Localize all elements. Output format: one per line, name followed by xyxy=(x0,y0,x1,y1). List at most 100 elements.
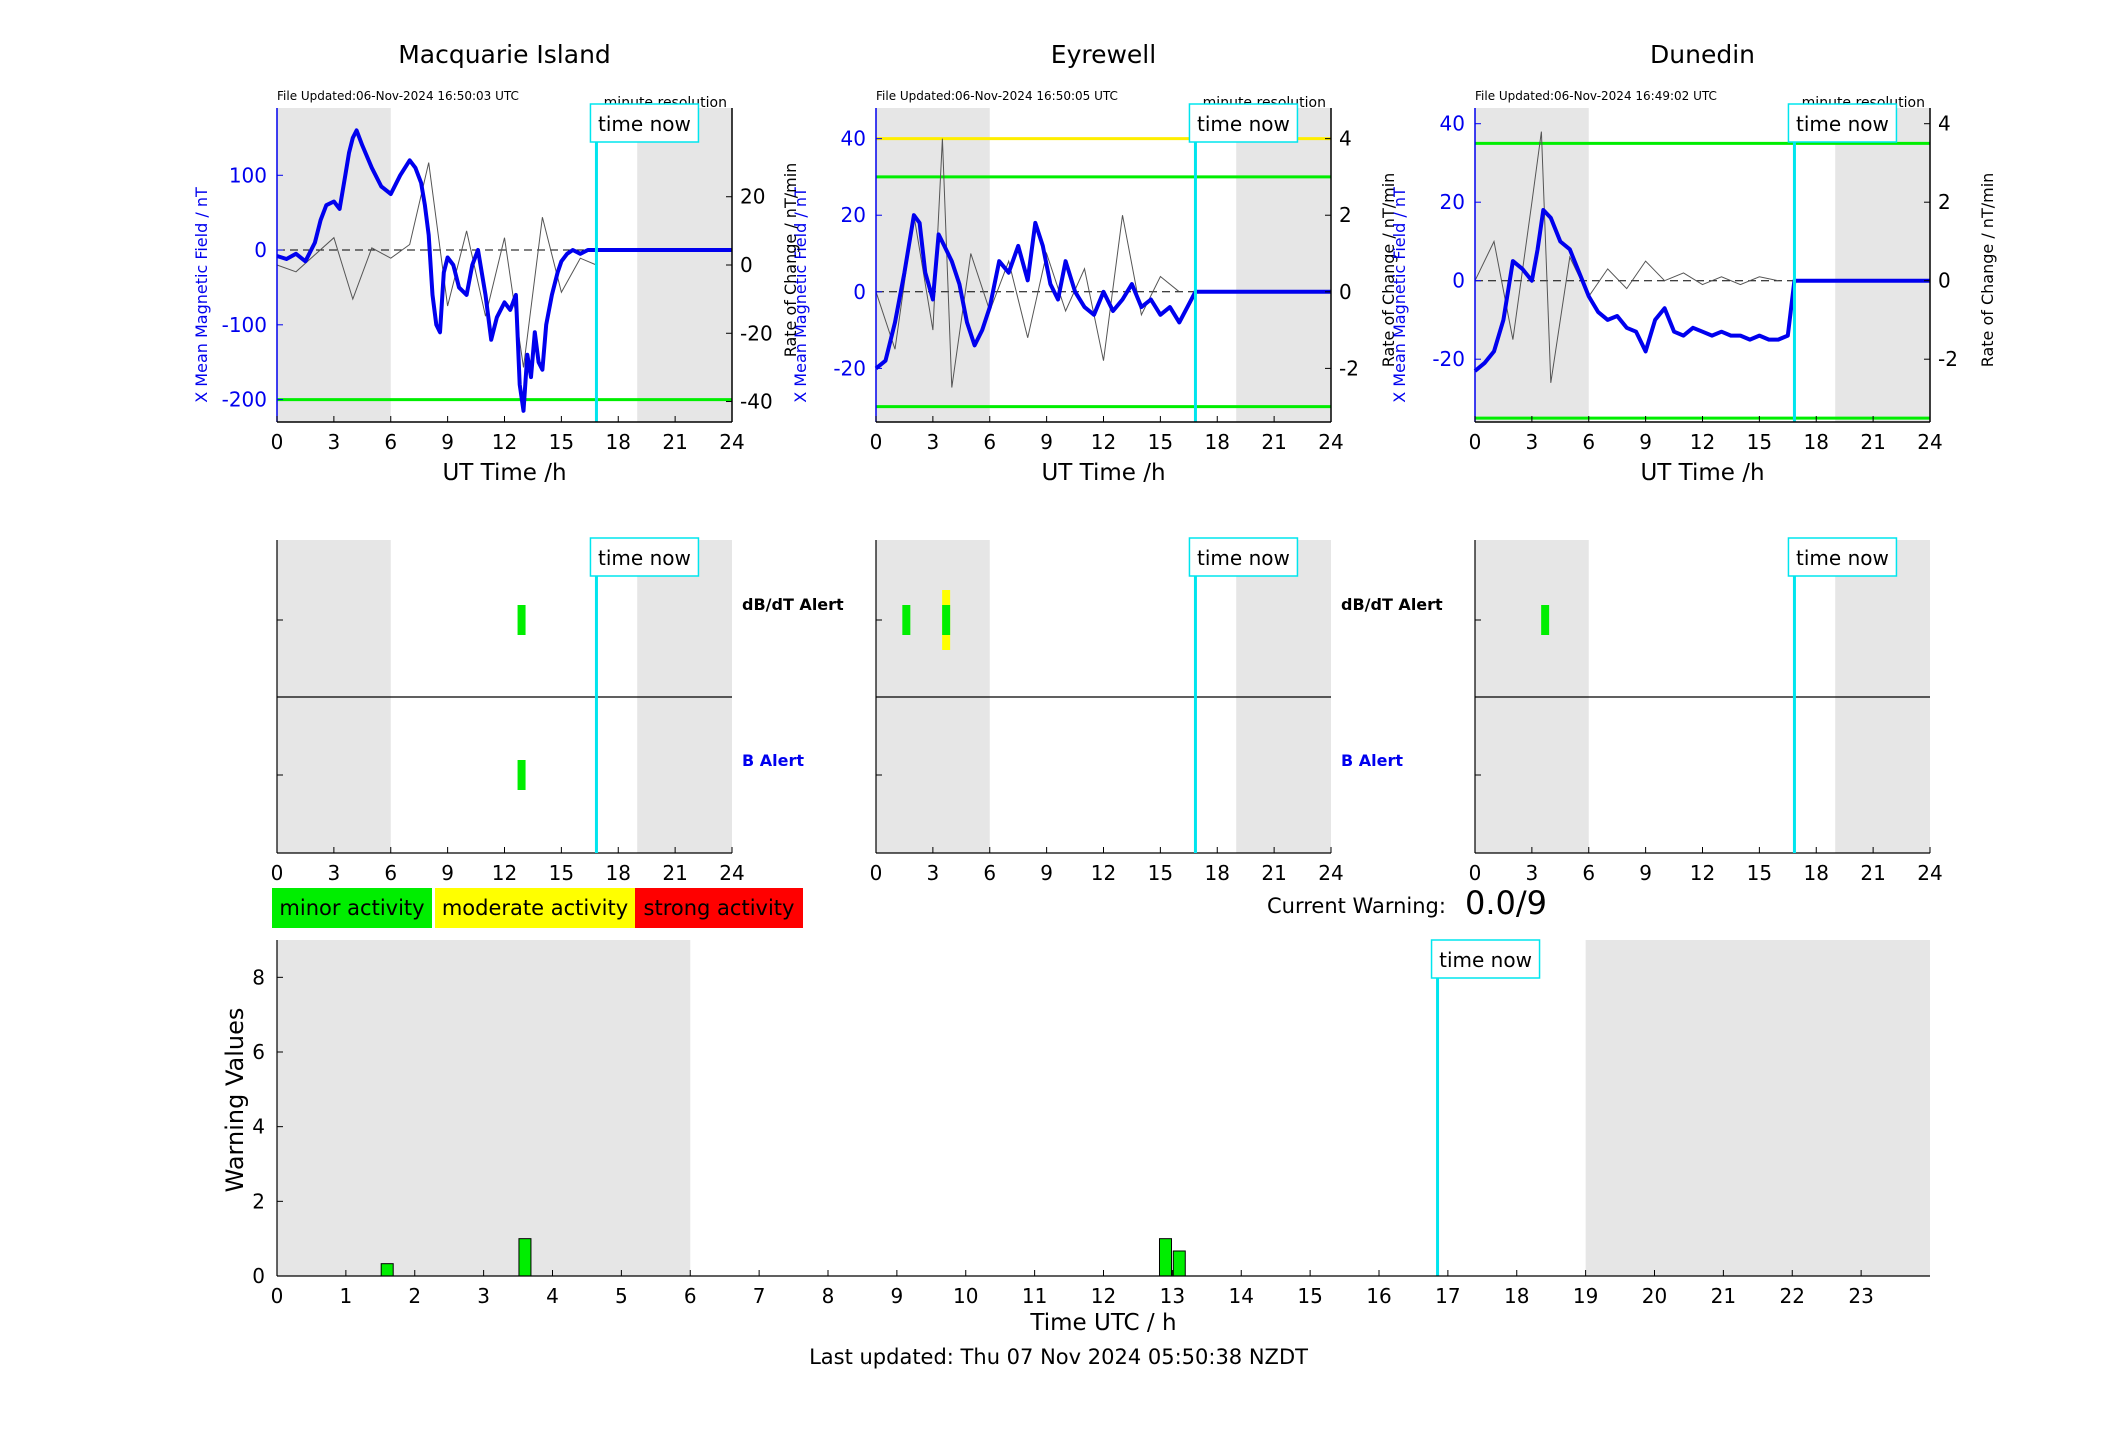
alert-mark xyxy=(902,605,911,635)
x-tick-label: 9 xyxy=(1040,430,1053,454)
y-tick-label: 20 xyxy=(1440,190,1465,214)
x-tick-label: 11 xyxy=(1022,1284,1047,1308)
x-tick-label: 21 xyxy=(1860,861,1885,885)
y-right-tick-label: -2 xyxy=(1938,347,1958,371)
y-tick-label: 4 xyxy=(252,1115,265,1139)
y-tick-label: 6 xyxy=(252,1040,265,1064)
b-alert-label: B Alert xyxy=(742,751,804,770)
night-shade xyxy=(1475,108,1589,422)
x-tick-label: 3 xyxy=(328,430,341,454)
night-shade xyxy=(277,940,691,1276)
night-shade xyxy=(876,108,990,422)
time-now-box xyxy=(589,103,700,143)
x-tick-label: 1 xyxy=(340,1284,353,1308)
x-tick-label: 6 xyxy=(1582,430,1595,454)
x-tick-label: 24 xyxy=(719,430,744,454)
magnetic-field-line xyxy=(276,128,732,413)
legend-minor-activity: minor activity xyxy=(272,888,432,928)
alert-panel-2: time now 0 3 6 9 12 15 18 21 24 dB/dT Alert B Alert xyxy=(870,537,1443,885)
x-tick-label: 10 xyxy=(953,1284,978,1308)
y-tick-label: 2 xyxy=(252,1189,265,1213)
x-tick-label: 7 xyxy=(753,1284,766,1308)
x-tick-label: 0 xyxy=(271,861,284,885)
current-warning-label: Current Warning: xyxy=(1267,894,1446,918)
x-tick-label: 0 xyxy=(1469,430,1482,454)
current-warning-value: 0.0/9 xyxy=(1465,884,1548,922)
x-axis-label: UT Time /h xyxy=(1640,460,1764,486)
time-now-box xyxy=(1787,537,1898,577)
time-now-box xyxy=(1787,103,1898,143)
x-tick-label: 21 xyxy=(662,430,687,454)
x-tick-label: 19 xyxy=(1573,1284,1598,1308)
x-tick-label: 0 xyxy=(870,430,883,454)
x-tick-label: 6 xyxy=(384,430,397,454)
y-right-tick-label: -20 xyxy=(740,321,773,345)
y-right-tick-label: -40 xyxy=(740,390,773,414)
x-tick-label: 9 xyxy=(1040,861,1053,885)
station-panel-2: Eyrewell File Updated:06-Nov-2024 16:50:0… xyxy=(791,40,1398,486)
x-tick-label: 21 xyxy=(1711,1284,1736,1308)
x-tick-label: 15 xyxy=(549,430,574,454)
time-now-box xyxy=(1430,939,1541,979)
y-right-tick-label: 4 xyxy=(1339,127,1352,151)
x-tick-label: 3 xyxy=(477,1284,490,1308)
warning-bar xyxy=(380,1263,394,1277)
y-tick-label: 100 xyxy=(229,163,267,187)
x-tick-label: 15 xyxy=(549,861,574,885)
y-right-axis-label-macquarie: Rate of Change / nT/min xyxy=(781,163,800,358)
x-tick-label: 15 xyxy=(1747,861,1772,885)
x-tick-label: 6 xyxy=(983,861,996,885)
y-tick-label: 20 xyxy=(841,203,866,227)
y-axis-label: X Mean Magnetic Field / nT xyxy=(1390,187,1409,403)
x-tick-label: 12 xyxy=(1690,430,1715,454)
x-tick-label: 0 xyxy=(870,861,883,885)
x-tick-label: 14 xyxy=(1229,1284,1254,1308)
dbdt-alert-label: dB/dT Alert xyxy=(1341,595,1443,614)
x-tick-label: 12 xyxy=(492,430,517,454)
x-tick-label: 12 xyxy=(492,861,517,885)
night-shade xyxy=(1835,108,1930,422)
time-now-box xyxy=(1188,537,1299,577)
magnetic-field-line xyxy=(874,213,1331,370)
x-tick-label: 18 xyxy=(606,430,631,454)
x-tick-label: 3 xyxy=(927,861,940,885)
station-title: Dunedin xyxy=(1650,40,1755,69)
x-tick-label: 18 xyxy=(1804,430,1829,454)
y-right-tick-label: 20 xyxy=(740,185,765,209)
dbdt-alert-label: dB/dT Alert xyxy=(742,595,844,614)
x-tick-label: 18 xyxy=(606,861,631,885)
file-updated-text: File Updated:06-Nov-2024 16:49:02 UTC xyxy=(1475,89,1717,103)
y-tick-label: -200 xyxy=(222,388,267,412)
time-now-box xyxy=(589,537,700,577)
rate-of-change-line xyxy=(875,138,1180,388)
x-tick-label: 3 xyxy=(927,430,940,454)
x-tick-label: 6 xyxy=(684,1284,697,1308)
night-shade xyxy=(637,108,732,422)
x-tick-label: 24 xyxy=(719,861,744,885)
y-right-tick-label: 2 xyxy=(1938,190,1951,214)
x-axis-label: UT Time /h xyxy=(442,460,566,486)
x-tick-label: 13 xyxy=(1160,1284,1185,1308)
x-tick-label: 18 xyxy=(1804,861,1829,885)
station-panel-1: Macquarie Island File Updated:06-Nov-2024… xyxy=(192,40,773,486)
x-tick-label: 9 xyxy=(1639,430,1652,454)
warning-bar xyxy=(1158,1238,1172,1277)
x-tick-label: 21 xyxy=(1261,430,1286,454)
night-shade xyxy=(1236,108,1331,422)
x-tick-label: 6 xyxy=(1582,861,1595,885)
time-now-label: time now xyxy=(1439,948,1532,972)
x-tick-label: 3 xyxy=(1526,861,1539,885)
night-shade xyxy=(1585,940,1930,1276)
y-tick-label: -100 xyxy=(222,313,267,337)
time-now-box xyxy=(1188,103,1299,143)
alert-panel-1: time now 0 3 6 9 12 15 18 21 24 dB/dT Alert B Alert xyxy=(271,537,844,885)
x-tick-label: 15 xyxy=(1747,430,1772,454)
y-right-tick-label: 0 xyxy=(740,253,753,277)
file-updated-text: File Updated:06-Nov-2024 16:50:05 UTC xyxy=(876,89,1118,103)
y-right-tick-label: 4 xyxy=(1938,112,1951,136)
alert-panels: time now 0 3 6 9 12 15 18 21 24 dB/dT Alert B Alert… xyxy=(271,537,1943,885)
file-updated-text: File Updated:06-Nov-2024 16:50:03 UTC xyxy=(277,89,519,103)
x-tick-label: 24 xyxy=(1318,861,1343,885)
x-tick-label: 12 xyxy=(1091,861,1116,885)
